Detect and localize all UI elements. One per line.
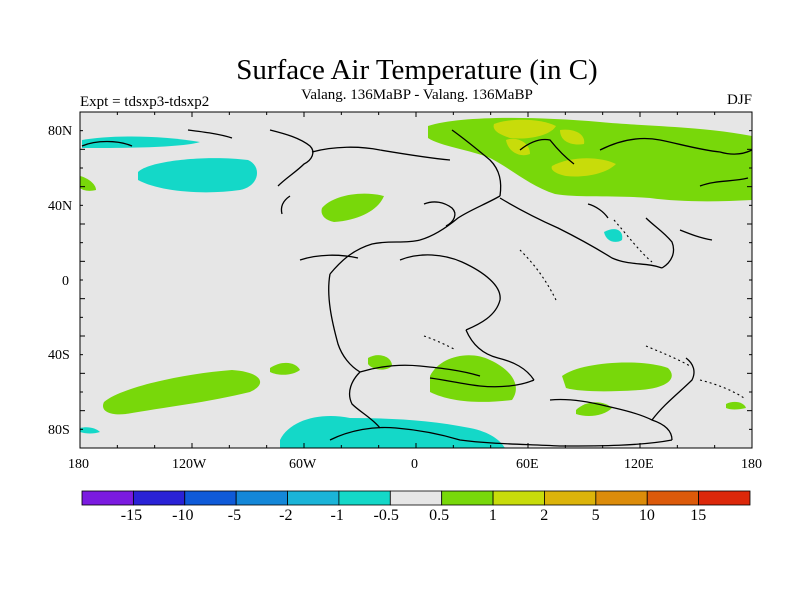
- positive-region-far-east: [726, 401, 746, 410]
- colorbar-label: 10: [638, 507, 655, 524]
- y-tick-label: 0: [62, 274, 69, 289]
- y-tick-label: 40S: [48, 348, 70, 363]
- positive-region-south-pacific: [102, 370, 261, 415]
- colorbar-label: 1: [488, 507, 497, 524]
- colorbar-swatch: [441, 490, 494, 506]
- experiment-label: Expt = tdsxp3-tdsxp2: [80, 94, 210, 110]
- positive-region-atlantic: [321, 193, 384, 222]
- colorbar-swatch: [132, 490, 186, 506]
- colorbar-swatch: [287, 490, 340, 506]
- colorbar: [81, 490, 751, 506]
- colorbar-swatch: [184, 490, 237, 506]
- colorbar-swatch: [646, 490, 700, 506]
- positive2-region-asia-3: [560, 129, 585, 145]
- negative-region-sw-pacific: [80, 427, 100, 434]
- colorbar-label: 0.5: [429, 507, 450, 524]
- x-tick-label: 120E: [624, 457, 654, 472]
- x-tick-label: 180: [741, 457, 762, 472]
- x-tick-label: 180: [68, 457, 89, 472]
- x-tick-label: 60E: [516, 457, 539, 472]
- colorbar-swatch: [698, 490, 751, 506]
- x-tick-label: 0: [411, 457, 418, 472]
- positive2-region-asia-1: [506, 138, 530, 156]
- colorbar-swatch: [81, 490, 134, 506]
- colorbar-swatch: [235, 490, 288, 506]
- colorbar-label: 15: [690, 507, 707, 524]
- island-coastlines: [423, 219, 745, 399]
- positive-region-africa-south: [430, 355, 516, 402]
- colorbar-swatch: [544, 490, 597, 506]
- x-tick-label: 120W: [172, 457, 207, 472]
- colorbar-label: -0.5: [373, 507, 399, 524]
- negative-region-tethys: [604, 229, 623, 242]
- positive-region-sa-tip: [270, 362, 300, 375]
- colorbar-label: -2: [279, 507, 293, 524]
- negative-region-antarctic: [280, 416, 505, 448]
- tick-marks: [79, 111, 753, 449]
- colorbar-swatch: [389, 490, 443, 506]
- colorbar-label: -5: [227, 507, 242, 524]
- chart-title: Surface Air Temperature (in C): [236, 54, 598, 86]
- colorbar-label: -15: [120, 507, 143, 524]
- colorbar-swatch: [338, 490, 391, 506]
- coastlines: [81, 129, 752, 447]
- colorbar-label: -1: [330, 507, 344, 524]
- chart-subtitle: Valang. 136MaBP - Valang. 136MaBP: [301, 87, 533, 103]
- negative-region-north-pacific: [138, 158, 258, 193]
- positive-region-indian: [562, 362, 672, 392]
- colorbar-label: 2: [540, 507, 549, 524]
- season-label: DJF: [726, 92, 752, 108]
- colorbar-label: -10: [172, 507, 194, 524]
- colorbar-label: 5: [591, 507, 600, 524]
- anomaly-fields: [80, 117, 752, 448]
- x-tick-label: 60W: [289, 457, 317, 472]
- y-tick-label: 80N: [48, 124, 73, 139]
- colorbar-swatch: [595, 490, 648, 506]
- positive2-region-north-europe: [493, 119, 556, 139]
- y-tick-label: 40N: [48, 199, 73, 214]
- colorbar-swatch: [492, 490, 545, 506]
- y-tick-label: 80S: [48, 423, 70, 438]
- positive2-region-asia-2: [551, 158, 616, 177]
- negative-region-nw-pacific: [82, 136, 200, 148]
